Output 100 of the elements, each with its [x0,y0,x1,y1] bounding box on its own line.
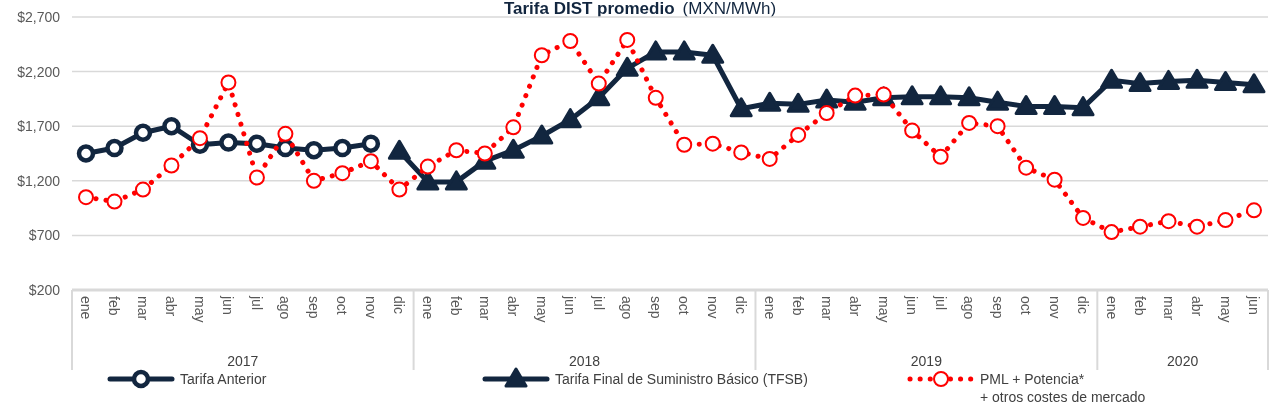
point [333,138,352,158]
point [134,181,151,198]
x-tick-label: jul [932,295,949,311]
point [248,169,265,186]
x-tick-label: jul [590,295,607,311]
point [562,33,579,50]
point [133,123,153,142]
point [533,47,550,64]
text: 2020 [1167,353,1199,369]
point [1185,68,1209,89]
text: 2017 [227,353,259,369]
point [448,142,465,159]
legend-label: PML + Potencia* + otros costes de mercado [980,371,1146,405]
point [815,88,839,109]
point [419,158,436,175]
point [1214,71,1238,92]
y-tick-label: $1,200 [17,172,61,189]
point [361,134,381,153]
point [78,189,94,206]
point [1217,212,1234,229]
x-tick-label: abr [847,296,864,317]
point [647,89,664,106]
point [505,119,522,136]
point [847,87,864,104]
point [961,114,978,131]
point [758,91,782,112]
point [786,92,810,113]
x-tick-label: abr [505,296,522,317]
x-tick-label: mar [134,296,151,321]
x-tick-label: oct [334,296,351,315]
point [704,135,721,152]
point [590,75,607,92]
point [1018,159,1035,176]
point [989,118,1006,135]
point [1242,73,1266,94]
point [501,138,525,159]
point [387,139,411,160]
point [1157,69,1181,90]
legend-label: Tarifa Anterior [180,371,267,387]
x-tick-label: nov [1046,296,1063,319]
point [1246,202,1262,219]
x-tick-label: feb [1132,296,1149,316]
y-tick-label: $700 [28,227,61,244]
x-tick-label: mar [476,296,493,321]
point [391,181,408,198]
x-tick-label: oct [1018,296,1035,315]
point [619,31,636,48]
chart-title: Tarifa DIST promedio [503,0,675,18]
x-tick-label: oct [676,296,693,315]
x-tick-label: jul [248,295,265,311]
x-tick-label: jun [904,295,921,315]
x-tick-label: nov [704,296,721,319]
x-tick-label: mar [818,296,835,321]
y-tick-label: $2,200 [17,63,61,80]
x-tick-label: ago [277,296,294,320]
x-tick-label: jun [1246,295,1262,315]
chart-subtitle: (MXN/MWh) [682,0,777,18]
x-tick-label: may [191,296,208,323]
point [986,90,1010,111]
point [1132,218,1149,235]
point [672,40,696,61]
x-tick-label: ene [419,296,436,320]
x-tick-label: may [1217,296,1234,323]
x-tick-label: feb [790,296,807,316]
point [191,130,208,147]
x-tick-label: dic [733,296,750,314]
point [247,134,267,153]
point [761,150,778,167]
y-tick-label: $1,700 [17,118,61,135]
point [733,144,750,161]
text: 2018 [568,353,601,369]
point [615,56,639,77]
point [304,140,324,160]
point [1043,95,1067,116]
point [558,108,582,129]
x-tick-label: dic [391,296,408,314]
point [729,97,753,118]
x-tick-label: abr [163,296,180,317]
point [444,170,468,191]
x-tick-label: sep [647,296,664,319]
x-tick-label: sep [989,296,1006,319]
point [1046,171,1063,188]
x-tick-label: abr [1189,296,1206,317]
x-tick-label: ene [78,296,94,320]
point [305,172,322,189]
point [1103,224,1120,241]
point [334,165,351,182]
point [162,116,181,136]
legend-label: Tarifa Final de Suministro Básico (TFSB) [555,371,808,387]
point [900,85,924,106]
x-tick-label: may [533,296,550,323]
point [1014,95,1038,116]
point [957,86,981,107]
x-tick-label: nov [362,296,379,319]
x-tick-label: dic [1075,296,1092,314]
point [932,148,949,165]
x-tick-label: feb [448,296,465,316]
point [701,43,725,64]
point [1189,218,1206,235]
point [106,193,123,210]
